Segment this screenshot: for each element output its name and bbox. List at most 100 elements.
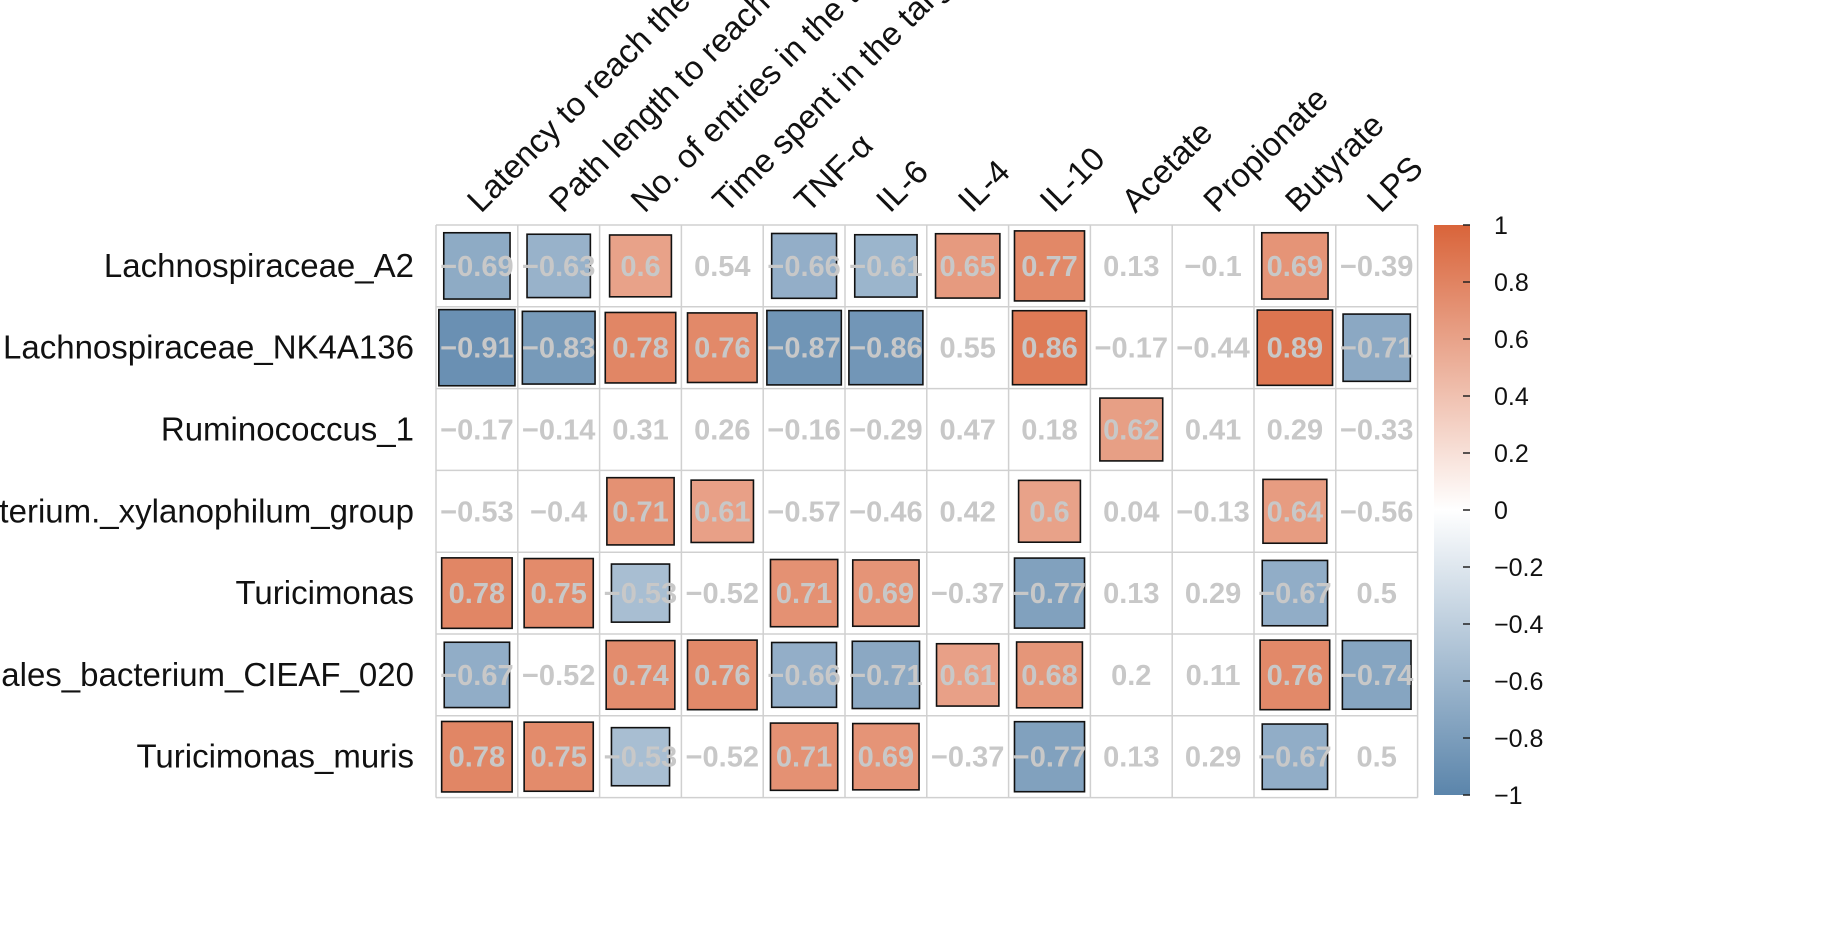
row-label: Ruminococcus_1 <box>161 411 414 448</box>
colorbar-tick-label: 0.2 <box>1494 440 1529 468</box>
cell-value-label: 0.75 <box>530 578 586 610</box>
cell-value-label: 0.29 <box>1267 415 1323 447</box>
heatmap-cell <box>851 559 920 628</box>
cell-value-label: −0.39 <box>1340 251 1413 283</box>
cell-value-label: −0.63 <box>522 251 595 283</box>
row-label: Turicimonas <box>236 574 415 611</box>
heatmap-cell <box>851 640 921 710</box>
cell-value-label: −0.83 <box>522 333 595 365</box>
cell-value-label: −0.29 <box>849 415 922 447</box>
cell-value-label: −0.56 <box>1340 496 1413 528</box>
heatmap-cell <box>440 720 513 793</box>
row-label: idiales_bacterium_CIEAF_020 <box>0 656 414 693</box>
cell-value-label: 0.13 <box>1103 578 1159 610</box>
colorbar-tick-label: −0.2 <box>1494 554 1543 582</box>
cell-value-label: 0.18 <box>1021 415 1077 447</box>
cell-value-label: −0.87 <box>767 333 840 365</box>
cell-value-label: 0.11 <box>1186 660 1241 692</box>
heatmap-cell <box>443 641 511 709</box>
heatmap-cell <box>770 641 838 709</box>
cell-value-label: 0.2 <box>1111 660 1151 692</box>
cell-value-label: 0.42 <box>939 496 995 528</box>
cell-value-label: 0.76 <box>694 333 750 365</box>
heatmap-cell <box>1013 557 1086 629</box>
cell-value-label: −0.67 <box>1258 742 1331 774</box>
heatmap-cell <box>605 639 676 711</box>
cell-value-label: −0.4 <box>530 496 587 528</box>
colorbar-tick-label: −0.8 <box>1494 725 1543 753</box>
cell-value-label: −0.52 <box>686 742 759 774</box>
heatmap-cell <box>1342 313 1412 383</box>
cell-value-label: 0.75 <box>530 742 586 774</box>
heatmap-cell <box>1015 641 1084 709</box>
cell-value-label: 0.71 <box>776 742 832 774</box>
cell-value-label: 0.5 <box>1357 742 1397 774</box>
heatmap-cell <box>1017 479 1082 544</box>
cell-value-label: 0.5 <box>1357 578 1397 610</box>
heatmap-cell <box>1261 723 1329 791</box>
cell-value-label: −0.16 <box>767 415 840 447</box>
cell-value-label: 0.29 <box>1185 578 1241 610</box>
heatmap-cell <box>1261 559 1329 627</box>
cell-value-label: 0.68 <box>1021 660 1077 692</box>
colorbar-tick-label: 1 <box>1494 212 1508 240</box>
cell-value-label: −0.17 <box>440 415 513 447</box>
cell-value-label: 0.65 <box>939 251 995 283</box>
cell-value-label: −0.77 <box>1013 578 1086 610</box>
cell-value-label: 0.62 <box>1103 415 1159 447</box>
heatmap-cell <box>523 557 595 629</box>
heatmap-cell <box>442 231 511 300</box>
heatmap-cell <box>608 234 673 298</box>
column-label: IL-6 <box>869 153 935 219</box>
heatmap-cell <box>438 308 516 387</box>
cell-value-label: −0.17 <box>1095 333 1168 365</box>
heatmap-cell <box>1262 478 1328 545</box>
cell-value-label: −0.37 <box>931 578 1004 610</box>
heatmap-cells: −0.69 −0.63 0.6 0.54 −0.66 −0.61 0.65 0.77 0.13−… <box>438 230 1413 793</box>
cell-value-label: −0.53 <box>604 578 677 610</box>
cell-value-label: 0.55 <box>939 333 995 365</box>
column-label: Acetate <box>1114 114 1219 219</box>
cell-value-label: −0.13 <box>1176 496 1249 528</box>
heatmap-cell <box>1256 309 1334 387</box>
cell-value-label: 0.71 <box>776 578 832 610</box>
heatmap-grid <box>435 224 1419 799</box>
cell-value-label: 0.78 <box>612 333 668 365</box>
colorbar-tick-label: 0.8 <box>1494 269 1529 297</box>
heatmap-cell <box>523 721 595 793</box>
column-label: LPS <box>1359 149 1429 219</box>
heatmap-cell <box>935 642 1000 707</box>
cell-value-label: 0.26 <box>694 415 750 447</box>
heatmap-cell <box>610 563 671 623</box>
cell-value-label: 0.6 <box>1029 496 1069 528</box>
cell-value-label: −0.46 <box>849 496 922 528</box>
cell-value-label: 0.41 <box>1185 415 1241 447</box>
cell-value-label: 0.69 <box>1267 251 1323 283</box>
cell-value-label: 0.86 <box>1021 333 1077 365</box>
cell-value-label: 0.76 <box>694 660 750 692</box>
cell-value-label: −0.71 <box>849 660 922 692</box>
cell-value-label: 0.13 <box>1103 742 1159 774</box>
cell-value-label: 0.69 <box>858 578 914 610</box>
colorbar-legend: 1 0.8 0.6 0.4 0.2 0 −0.2 −0.4 −0.6 −0.8 −1 <box>1434 212 1543 810</box>
cell-value-label: 0.6 <box>620 251 660 283</box>
heatmap-cell <box>521 310 596 385</box>
colorbar-tick-label: 0 <box>1494 497 1508 525</box>
heatmap-cell <box>853 233 918 298</box>
cell-value-label: −0.69 <box>440 251 513 283</box>
heatmap-cell <box>1011 309 1088 386</box>
cell-value-label: −0.33 <box>1340 415 1413 447</box>
cell-value-label: −0.74 <box>1340 660 1413 692</box>
heatmap-cell <box>1259 639 1331 711</box>
colorbar-tick-label: −0.4 <box>1494 611 1543 639</box>
heatmap-cell <box>770 232 838 300</box>
cell-value-label: −0.57 <box>767 496 840 528</box>
cell-value-label: −0.37 <box>931 742 1004 774</box>
heatmap-cell <box>1260 231 1329 300</box>
colorbar-tick-label: −0.6 <box>1494 668 1543 696</box>
heatmap-cell <box>848 309 924 386</box>
colorbar-tick-label: −1 <box>1494 782 1523 810</box>
cell-value-label: −0.52 <box>522 660 595 692</box>
cell-value-label: 0.13 <box>1103 251 1159 283</box>
column-label: IL-10 <box>1032 140 1111 219</box>
